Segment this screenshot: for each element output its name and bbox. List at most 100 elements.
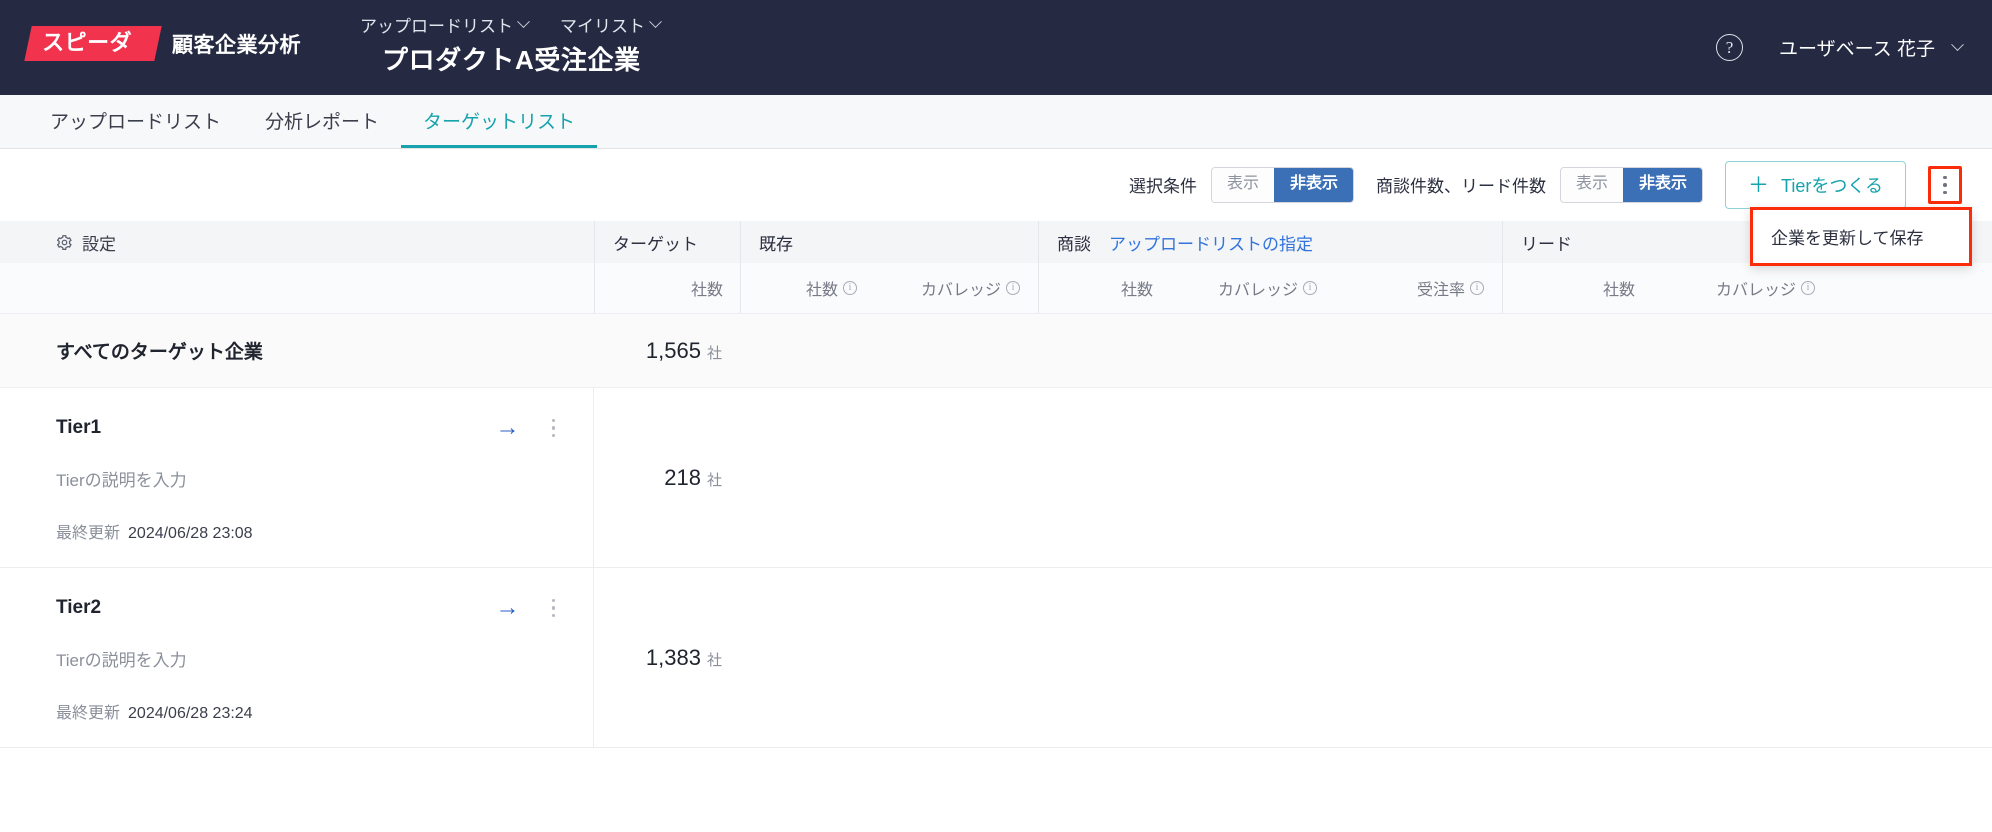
- tier1-metrics: 218 社 24 社 11 %: [594, 388, 1992, 567]
- nav-menu-upload-list[interactable]: アップロードリスト: [360, 12, 530, 37]
- header-group-existing-title: 既存: [759, 234, 793, 254]
- unit: 社: [706, 344, 722, 362]
- table-group-header-row: 設定 ターゲット 既存 商談 アップロードリストの指定 リード: [0, 221, 1992, 263]
- target-list-table: 設定 ターゲット 既存 商談 アップロードリストの指定 リード 社数: [0, 221, 1992, 748]
- subheader-deals: 社数 カバレッジ i 受注率 i: [1038, 263, 1502, 313]
- header-group-target: ターゲット: [594, 221, 740, 263]
- info-icon[interactable]: i: [843, 281, 857, 295]
- header-group-deals: 商談 アップロードリストの指定: [1038, 221, 1502, 263]
- more-vertical-icon-dot: [1943, 183, 1947, 187]
- plus-icon: ＋: [1748, 173, 1770, 197]
- tier1-actions: →: [496, 416, 560, 440]
- unit: 社: [706, 651, 722, 669]
- unit: 社: [706, 471, 722, 489]
- tier2-more-options-button[interactable]: [548, 597, 560, 620]
- subheader-target-count: 社数: [595, 263, 741, 313]
- info-icon[interactable]: i: [1006, 281, 1020, 295]
- tier2-updated-label: 最終更新: [56, 705, 121, 722]
- global-nav: アップロードリスト マイリスト: [360, 12, 662, 37]
- product-name: 顧客企業分析: [172, 33, 302, 57]
- subheader-existing-coverage: カバレッジ i: [875, 263, 1038, 313]
- create-tier-button-label: Tierをつくる: [1781, 176, 1883, 196]
- logo-text: スピーダ: [42, 30, 133, 55]
- settings-button[interactable]: 設定: [0, 230, 116, 255]
- nav-menu-my-list-label: マイリスト: [560, 17, 645, 36]
- value: 218: [664, 464, 701, 490]
- segment-show-deal-lead-counts[interactable]: 表示: [1560, 168, 1623, 202]
- more-options-dropdown: 企業を更新して保存: [1750, 207, 1972, 266]
- filter-deal-lead-counts-label: 商談件数、リード件数: [1375, 177, 1546, 197]
- tier2-actions: →: [496, 596, 560, 620]
- top-header-right: ? ユーザベース 花子: [1716, 0, 1964, 95]
- speeda-logo[interactable]: スピーダ: [24, 26, 162, 62]
- tab-analysis-report[interactable]: 分析レポート: [265, 112, 380, 133]
- chevron-down-icon: [649, 15, 662, 29]
- table-row-tier: Tier1 → Tierの説明を入力 最終更新 2024/06/28 23:08: [0, 388, 1992, 568]
- subheader-lead-count-label: 社数: [1602, 282, 1635, 299]
- help-icon[interactable]: ?: [1716, 34, 1744, 61]
- tier1-updated-label: 最終更新: [56, 525, 121, 542]
- subheader-deals-winrate: 受注率 i: [1335, 263, 1502, 313]
- tab-upload-list[interactable]: アップロードリスト: [50, 112, 222, 133]
- tier2-name: Tier2: [56, 597, 102, 618]
- tier1-name: Tier1: [56, 417, 102, 438]
- segment-hide-selection-conditions[interactable]: 非表示: [1273, 168, 1353, 202]
- info-icon[interactable]: i: [1470, 281, 1484, 295]
- header-settings-cell: 設定: [0, 230, 594, 255]
- arrow-right-icon[interactable]: →: [495, 414, 520, 441]
- filter-selection-conditions-label: 選択条件: [1128, 177, 1197, 197]
- table-sub-header-row: 社数 社数 i カバレッジ i 社数: [0, 263, 1992, 313]
- tier2-target-count: 1,383 社: [594, 645, 740, 671]
- create-tier-button[interactable]: ＋ Tierをつくる: [1725, 161, 1906, 209]
- filter-selection-conditions: 選択条件 表示 非表示: [1129, 167, 1354, 203]
- nav-menu-my-list[interactable]: マイリスト: [560, 12, 662, 37]
- subheader-existing-coverage-label: カバレッジ: [920, 282, 1001, 299]
- chevron-down-icon: [517, 15, 530, 29]
- info-icon[interactable]: i: [1801, 281, 1815, 295]
- tab-target-list[interactable]: ターゲットリスト: [401, 113, 598, 148]
- brand-area[interactable]: スピーダ 顧客企業分析: [24, 26, 302, 62]
- value: 1,565: [645, 337, 701, 363]
- subheader-existing: 社数 i カバレッジ i: [740, 263, 1038, 313]
- header-group-lead-title: リード: [1521, 234, 1572, 254]
- segment-show-selection-conditions[interactable]: 表示: [1211, 168, 1274, 202]
- more-vertical-icon-dot: [551, 433, 555, 438]
- arrow-right-icon[interactable]: →: [495, 594, 520, 621]
- segmented-control-deal-lead-counts: 表示 非表示: [1559, 167, 1704, 203]
- tier2-description-input[interactable]: Tierの説明を入力: [56, 651, 187, 670]
- info-icon[interactable]: i: [1303, 281, 1317, 295]
- table-toolbar: 選択条件 表示 非表示 商談件数、リード件数 表示 非表示 ＋ Tierをつくる…: [0, 149, 1992, 266]
- all-targets-target-metrics: 1,565 社: [594, 338, 1992, 364]
- subheader-existing-count-label: 社数: [805, 282, 838, 299]
- tier1-description-input[interactable]: Tierの説明を入力: [56, 471, 187, 490]
- top-header-bar: スピーダ 顧客企業分析 アップロードリスト マイリスト プロダクトA受注企業 ?…: [0, 0, 1992, 95]
- menu-item-update-and-save-companies[interactable]: 企業を更新して保存: [1771, 229, 1924, 248]
- header-group-lead: リード: [1502, 221, 1992, 263]
- tier1-target-metrics: 218 社: [594, 465, 1992, 491]
- page-title: プロダクトA受注企業: [382, 45, 641, 75]
- filter-deal-lead-counts: 商談件数、リード件数 表示 非表示: [1375, 167, 1704, 203]
- subheader-deals-coverage: カバレッジ i: [1171, 263, 1335, 313]
- settings-label: 設定: [82, 234, 116, 254]
- user-name-label: ユーザベース 花子: [1779, 39, 1935, 60]
- header-group-target-title: ターゲット: [613, 234, 698, 254]
- tier1-info-cell: Tier1 → Tierの説明を入力 最終更新 2024/06/28 23:08: [0, 388, 594, 567]
- segment-hide-deal-lead-counts[interactable]: 非表示: [1623, 168, 1703, 202]
- value: 1,383: [645, 644, 701, 670]
- tier1-header: Tier1 →: [56, 416, 559, 440]
- more-vertical-icon-dot: [551, 606, 555, 610]
- more-vertical-icon-dot: [551, 613, 555, 618]
- more-options-button[interactable]: [1928, 166, 1962, 204]
- table-row-all-targets[interactable]: すべてのターゲット企業 1,565 社 172 社 10.9 %: [0, 313, 1992, 388]
- subheader-target-count-label: 社数: [690, 282, 723, 299]
- tier2-header: Tier2 →: [56, 596, 559, 620]
- all-targets-target-count: 1,565 社: [594, 338, 740, 364]
- tier1-more-options-button[interactable]: [548, 417, 560, 440]
- tier2-info-cell: Tier2 → Tierの説明を入力 最終更新 2024/06/28 23:24: [0, 568, 594, 747]
- user-menu[interactable]: ユーザベース 花子: [1779, 34, 1964, 61]
- subheader-lead-count: 社数: [1503, 263, 1653, 313]
- upload-list-designation-link[interactable]: アップロードリストの指定: [1109, 234, 1313, 254]
- tier2-target-metrics: 1,383 社: [594, 645, 1992, 671]
- header-group-existing: 既存: [740, 221, 1038, 263]
- tier1-updated-at: 2024/06/28 23:08: [128, 525, 253, 542]
